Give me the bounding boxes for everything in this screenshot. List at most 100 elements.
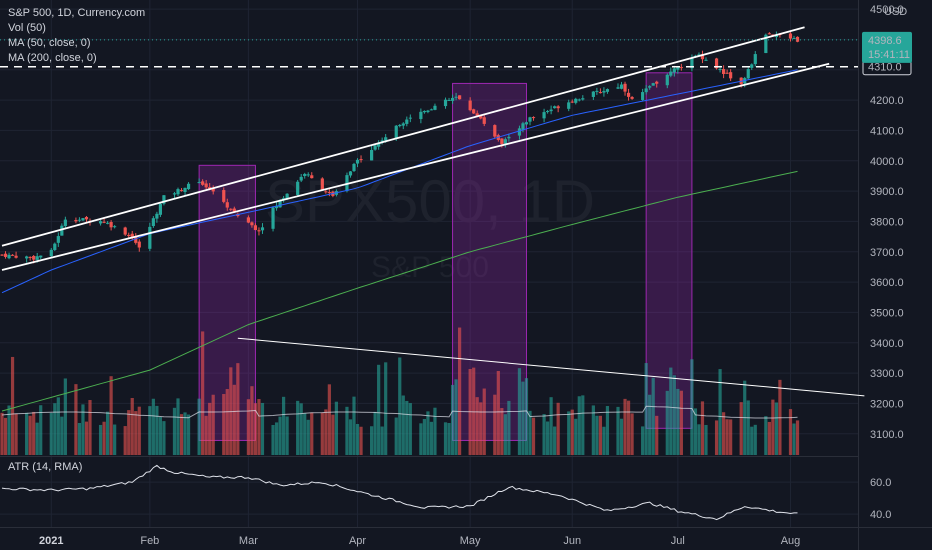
volume-bar bbox=[370, 426, 374, 455]
time-axis[interactable]: 2021 Feb Mar Apr May Jun Jul Aug bbox=[39, 535, 800, 547]
candle-body bbox=[109, 222, 113, 228]
volume-bar bbox=[355, 423, 360, 455]
candle-body bbox=[176, 189, 180, 195]
ma200-line bbox=[1, 170, 798, 412]
candle-body bbox=[310, 175, 314, 179]
candle-body bbox=[74, 220, 78, 222]
candle-body bbox=[183, 187, 187, 193]
candle-body bbox=[729, 72, 733, 79]
volume-bar bbox=[479, 402, 483, 455]
volume-bar bbox=[74, 384, 78, 455]
candle-body bbox=[123, 227, 127, 235]
volume-legend[interactable]: Vol (50) bbox=[8, 22, 46, 34]
trendline-drawings[interactable] bbox=[0, 26, 865, 397]
candle-body bbox=[359, 159, 363, 161]
volume-bar bbox=[398, 357, 402, 455]
candle-body bbox=[49, 249, 53, 257]
candle-body bbox=[669, 71, 673, 76]
candle-body bbox=[792, 38, 796, 40]
price-tick-label: 4500.0 bbox=[870, 4, 904, 16]
candle-body bbox=[0, 254, 4, 256]
candle-body bbox=[690, 57, 694, 69]
volume-bar bbox=[211, 394, 215, 455]
level-label: 4310.0 bbox=[868, 62, 902, 74]
price-tick-label: 3600.0 bbox=[870, 277, 904, 289]
candle-body bbox=[429, 109, 434, 111]
time-tick-label: Jun bbox=[563, 535, 581, 547]
candle-body bbox=[517, 128, 522, 136]
symbol-title[interactable]: S&P 500, 1D, Currency.com bbox=[8, 7, 146, 19]
volume-bar bbox=[208, 402, 212, 455]
candle-body bbox=[324, 191, 328, 193]
candle-body bbox=[127, 234, 131, 236]
candle-body bbox=[595, 90, 599, 92]
candle-body bbox=[204, 183, 208, 188]
price-tick-label: 3800.0 bbox=[870, 216, 904, 228]
volume-bar bbox=[401, 395, 405, 455]
volume-bar bbox=[197, 398, 201, 455]
volume-bar bbox=[127, 410, 131, 455]
candle-body bbox=[137, 241, 141, 248]
candle-body bbox=[380, 140, 384, 142]
candle-body bbox=[641, 92, 645, 100]
candle-body bbox=[179, 190, 184, 192]
candle-body bbox=[531, 117, 536, 119]
candle-body bbox=[795, 36, 800, 42]
price-badge-countdown: 15:41:11 bbox=[868, 49, 910, 61]
volume-bar bbox=[739, 402, 743, 455]
price-axis[interactable]: 40.0 60.0 3100.0 3200.0 3300.0 3400.0 3500.0 36… bbox=[862, 4, 912, 521]
volume-bar bbox=[260, 402, 265, 455]
volume-bar bbox=[246, 399, 250, 455]
candle-body bbox=[704, 59, 708, 61]
candle-body bbox=[348, 171, 353, 176]
volume-bar bbox=[669, 367, 673, 455]
candle-body bbox=[468, 100, 472, 111]
volume-bar bbox=[595, 415, 599, 455]
candle-body bbox=[408, 117, 412, 119]
candle-body bbox=[542, 112, 546, 119]
candle-body bbox=[718, 69, 722, 71]
volume-bar bbox=[746, 400, 750, 455]
volume-bar bbox=[63, 378, 67, 455]
ma200-legend[interactable]: MA (200, close, 0) bbox=[8, 52, 97, 64]
candle-body bbox=[722, 69, 726, 74]
candle-body bbox=[753, 54, 757, 65]
volume-bar bbox=[155, 405, 159, 455]
candle-body bbox=[271, 207, 275, 229]
atr-pane bbox=[1, 464, 798, 521]
volume-bar bbox=[482, 388, 486, 455]
volume-bar bbox=[616, 406, 620, 455]
volume-bar bbox=[299, 403, 303, 455]
price-tick-label: 3100.0 bbox=[870, 429, 904, 441]
volume-bar bbox=[429, 421, 434, 455]
candle-body bbox=[35, 256, 39, 260]
volume-bar bbox=[619, 418, 624, 455]
volume-bar bbox=[134, 411, 138, 455]
candle-body bbox=[377, 142, 381, 147]
candle-body bbox=[155, 213, 159, 219]
price-tick-label: 4200.0 bbox=[870, 95, 904, 107]
volume-bar bbox=[753, 424, 757, 455]
candle-body bbox=[39, 255, 43, 258]
volume-bar bbox=[257, 399, 261, 455]
volume-bar bbox=[49, 412, 53, 455]
volume-bar bbox=[109, 376, 113, 455]
candle-body bbox=[507, 136, 511, 139]
volume-bar bbox=[225, 389, 229, 455]
highlight-box bbox=[645, 72, 693, 429]
candle-body bbox=[60, 225, 64, 236]
candle-body bbox=[591, 91, 595, 97]
volume-bar bbox=[422, 418, 426, 455]
candle-body bbox=[106, 222, 110, 224]
ma50-legend[interactable]: MA (50, close, 0) bbox=[8, 37, 91, 49]
time-tick-label: Aug bbox=[781, 535, 801, 547]
volume-bar bbox=[123, 426, 127, 455]
candle-body bbox=[98, 221, 103, 224]
candle-body bbox=[714, 58, 719, 69]
candle-body bbox=[384, 137, 388, 141]
moving-averages bbox=[1, 69, 798, 412]
atr-tick-label: 40.0 bbox=[870, 509, 891, 521]
atr-legend[interactable]: ATR (14, RMA) bbox=[8, 461, 83, 473]
